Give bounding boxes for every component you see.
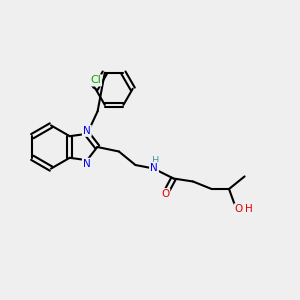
- Text: H: H: [244, 204, 252, 214]
- Text: O: O: [235, 204, 243, 214]
- Text: Cl: Cl: [90, 75, 101, 85]
- Text: O: O: [161, 189, 169, 199]
- Text: N: N: [83, 126, 91, 136]
- Text: H: H: [152, 156, 160, 167]
- Text: N: N: [83, 159, 91, 169]
- Text: N: N: [150, 163, 158, 173]
